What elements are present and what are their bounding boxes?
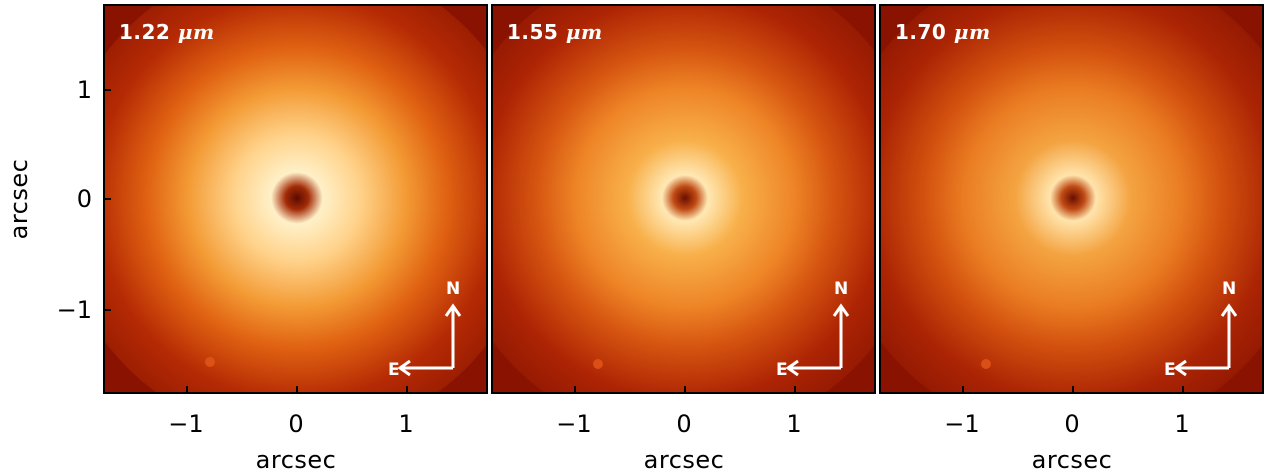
compass-icon: N E [1164,280,1238,380]
x-tick-mark [296,386,298,394]
x-tick-label: 1 [398,410,414,438]
x-tick-mark [1182,386,1184,394]
x-axis-title: arcsec [255,446,337,474]
y-tick-mark [103,198,111,200]
x-tick-mark [574,386,576,394]
halo-image [493,6,874,392]
image-panel-2: 1.55 μm N E [491,4,876,394]
compass-north: N [446,280,460,299]
y-tick-mark [103,309,111,311]
x-axis-title: arcsec [643,446,725,474]
halo-image [881,6,1262,392]
x-tick-mark [684,386,686,394]
image-panel-3: 1.70 μm N E [879,4,1264,394]
x-axis-title: arcsec [1031,446,1113,474]
x-tick-label: −1 [168,410,204,438]
x-tick-label: −1 [556,410,592,438]
compass-east: E [388,360,400,380]
compass-icon: N E [388,280,462,380]
x-tick-label: 1 [1174,410,1190,438]
y-tick-label: −1 [56,296,92,324]
compass-icon: N E [776,280,850,380]
x-tick-label: −1 [944,410,980,438]
y-tick-label: 1 [76,76,92,104]
wavelength-label: 1.70 μm [895,20,991,44]
x-tick-mark [1072,386,1074,394]
x-tick-label: 0 [288,410,304,438]
compass-east: E [776,360,788,380]
wavelength-label: 1.22 μm [119,20,215,44]
halo-image [105,6,486,392]
x-tick-mark [794,386,796,394]
x-tick-label: 0 [676,410,692,438]
x-tick-label: 0 [1064,410,1080,438]
x-tick-mark [962,386,964,394]
x-tick-label: 1 [786,410,802,438]
compass-east: E [1164,360,1176,380]
wavelength-label: 1.55 μm [507,20,603,44]
compass-north: N [1222,280,1236,299]
x-tick-mark [406,386,408,394]
y-tick-mark [103,89,111,91]
compass-north: N [834,280,848,299]
y-tick-label: 0 [76,185,92,213]
image-panel-1: 1.22 μm N E [103,4,488,394]
x-tick-mark [186,386,188,394]
